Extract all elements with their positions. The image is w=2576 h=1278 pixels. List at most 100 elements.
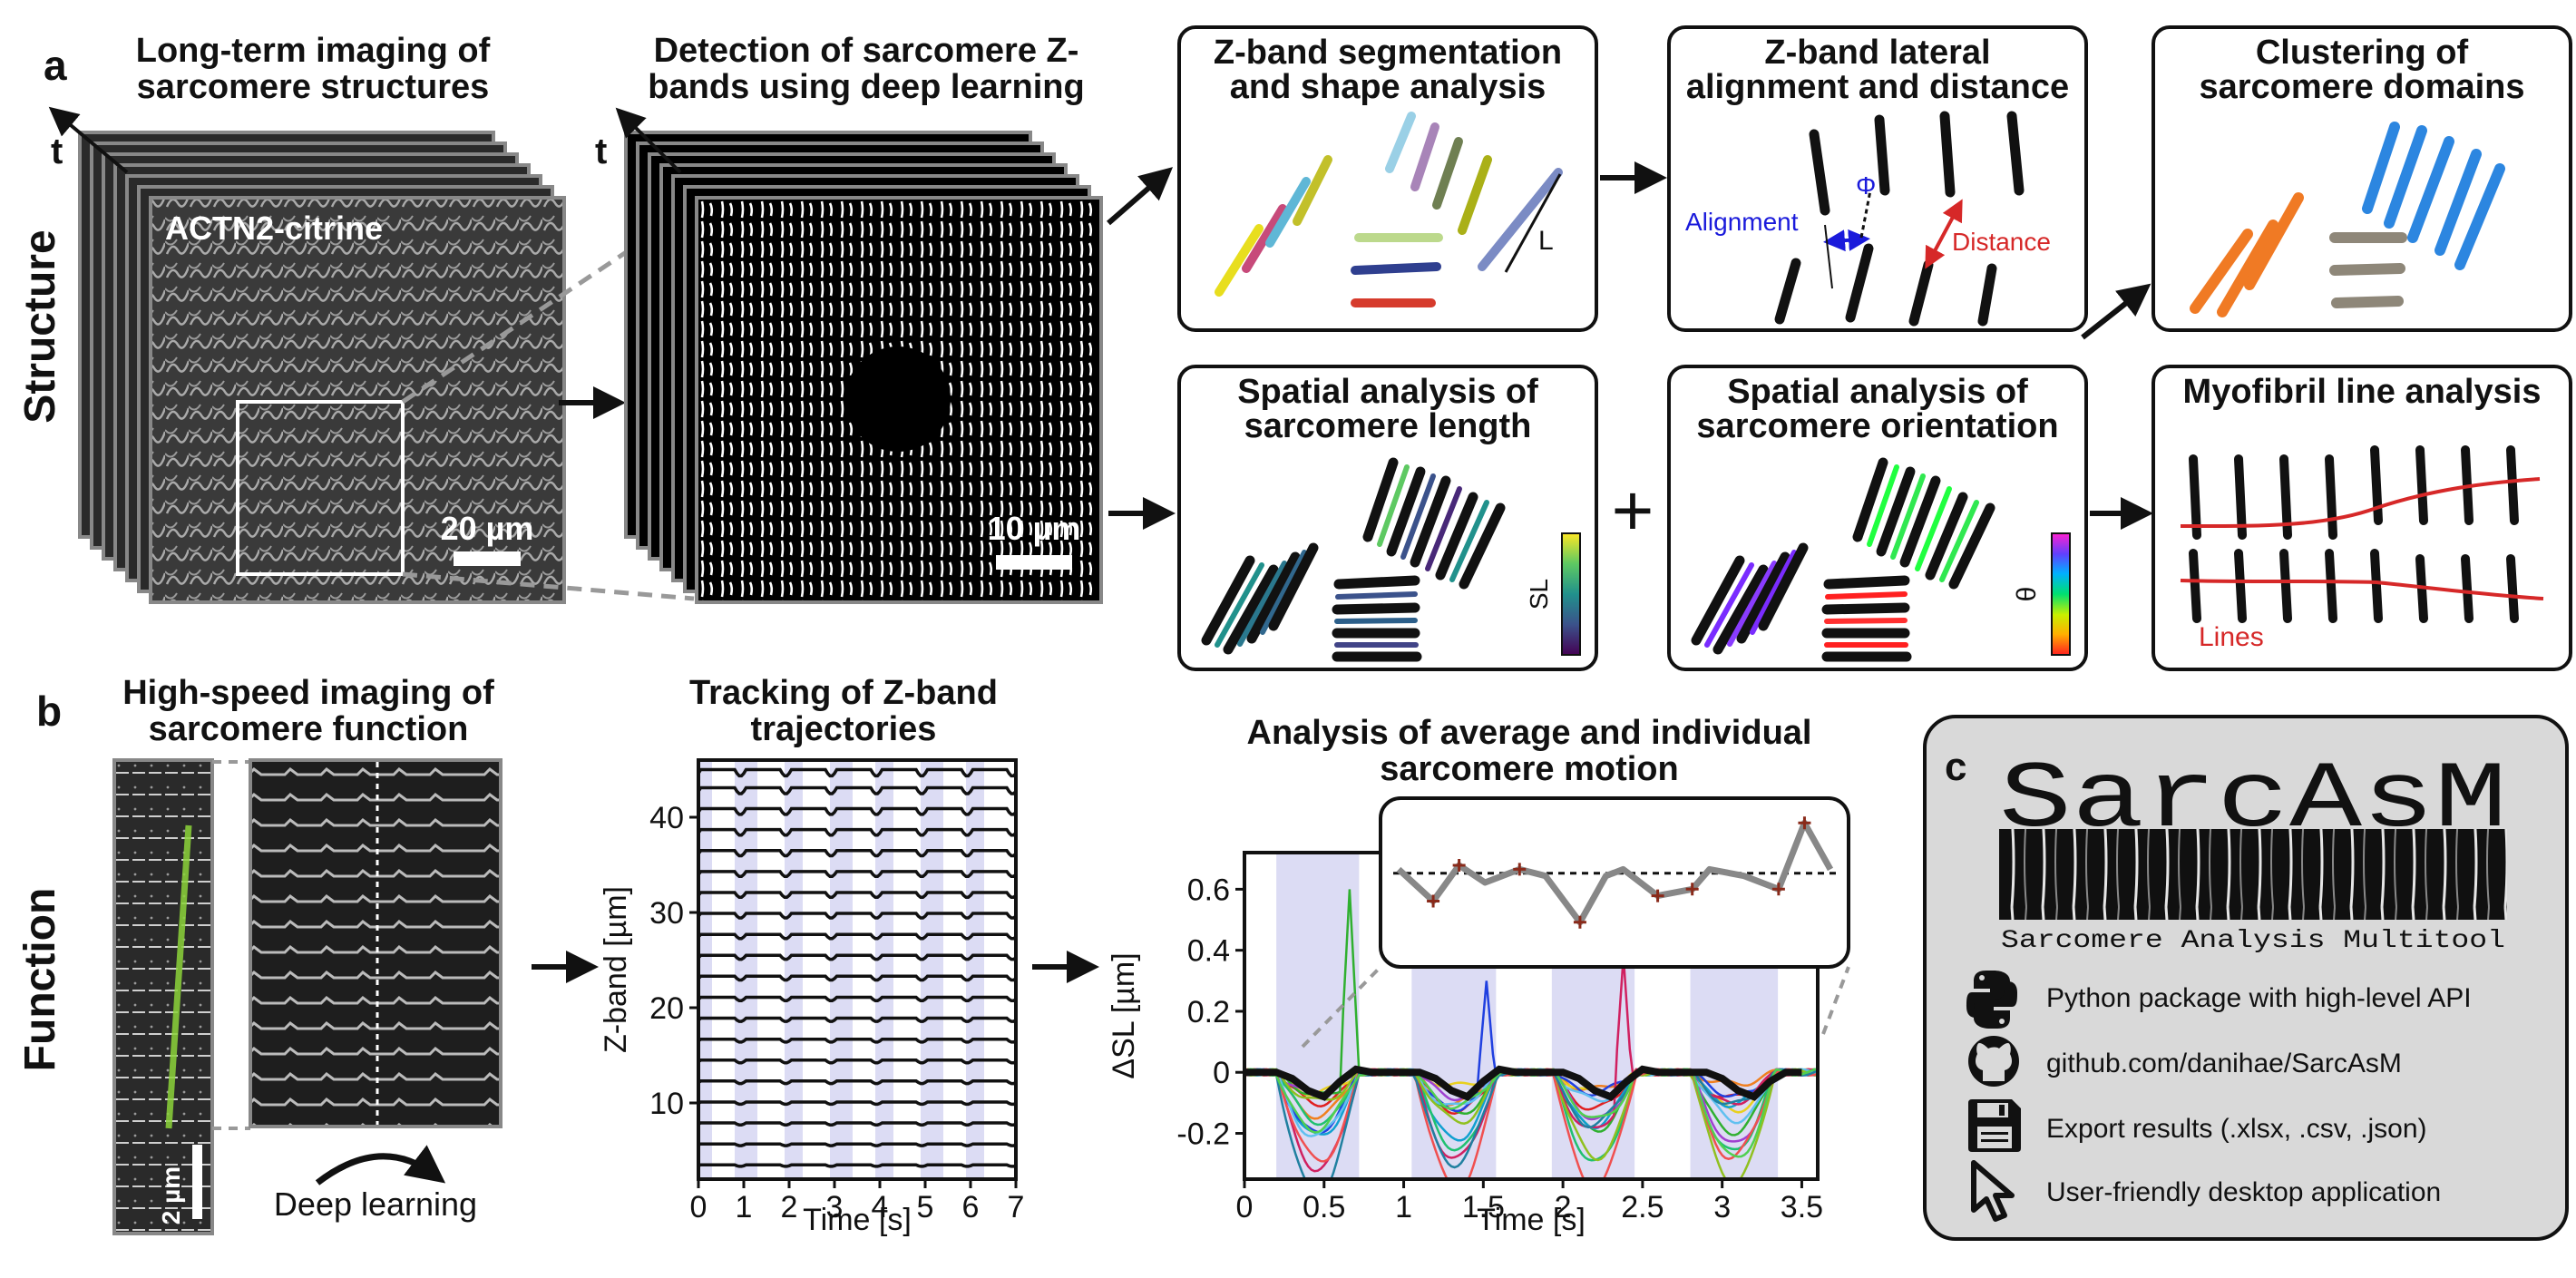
floppy-disk-icon bbox=[1968, 1099, 2021, 1152]
motion-title: Analysis of average and individual sarco… bbox=[1247, 714, 1812, 788]
tracking-series-19 bbox=[698, 767, 1016, 778]
length-zband-0-3 bbox=[1268, 542, 1319, 631]
tracking-xtick-4: 4 bbox=[872, 1190, 889, 1224]
length-sarcomere-1-0 bbox=[1335, 591, 1418, 600]
orient-sarcomere-0-1 bbox=[1727, 561, 1777, 647]
length-zband-1-1 bbox=[1332, 602, 1420, 615]
tracking-series-9 bbox=[698, 974, 1016, 982]
inset-extremum-marker-3 bbox=[1573, 915, 1586, 929]
tracking-series-0 bbox=[698, 1163, 1016, 1168]
length-sarcomere-0-1 bbox=[1237, 561, 1287, 647]
imaging-stack bbox=[78, 131, 566, 604]
panel-c: c SarcAsM Sarcomere Analysis Multitool P… bbox=[1923, 715, 2569, 1241]
row-label-function: Function bbox=[16, 888, 64, 1072]
highspeed-title-line-2: sarcomere function bbox=[149, 710, 469, 748]
length-title-line-1: Spatial analysis of bbox=[1237, 373, 1538, 411]
orientation-box: Spatial analysis of sarcomere orientatio… bbox=[1667, 365, 2088, 671]
motion-ytick-1: 0 bbox=[1213, 1056, 1230, 1090]
motion-xtick-6: 3 bbox=[1713, 1190, 1731, 1224]
cluster-blue-3 bbox=[2435, 149, 2482, 256]
imaging-scale-bar bbox=[454, 551, 521, 566]
alignment-box: Z-band lateral alignment and distance Al… bbox=[1667, 25, 2088, 332]
zoom-line-bottom bbox=[402, 571, 695, 601]
alignment-label: Alignment bbox=[1685, 208, 1799, 236]
motion-xtick-7: 3.5 bbox=[1781, 1190, 1823, 1224]
feature-python: Python package with high-level API bbox=[1966, 971, 2472, 1029]
length-title-line-2: sarcomere length bbox=[1244, 407, 1532, 445]
logo-subtitle: Sarcomere Analysis Multitool bbox=[2001, 927, 2505, 955]
orient-zband-0-0 bbox=[1691, 555, 1745, 646]
motion-ylabel: ΔSL [µm] bbox=[1107, 952, 1141, 1078]
alignment-title-line-1: Z-band lateral bbox=[1764, 34, 1990, 72]
cluster-gray-2 bbox=[2331, 296, 2404, 308]
length-zband-2-4 bbox=[1459, 502, 1506, 590]
tracking-shade-2 bbox=[785, 760, 803, 1179]
myofibril-zband-bottom-7 bbox=[2506, 554, 2519, 623]
myofibril-zband-top-1 bbox=[2234, 454, 2247, 540]
myofibril-zband-top-0 bbox=[2189, 454, 2201, 540]
detection-scale-label: 10 µm bbox=[988, 510, 1081, 547]
myofibril-zband-top-2 bbox=[2279, 454, 2292, 540]
highspeed-title-line-1: High-speed imaging of bbox=[122, 674, 494, 712]
tracking-ytick-2: 30 bbox=[649, 896, 684, 931]
orientation-title-line-2: sarcomere orientation bbox=[1696, 407, 2058, 445]
imaging-title-line-2: sarcomere structures bbox=[137, 68, 490, 106]
myofibril-line-bottom bbox=[2180, 579, 2544, 600]
segment-2 bbox=[1265, 177, 1311, 248]
length-sarcomere-2-0 bbox=[1377, 464, 1410, 547]
tracking-series-4 bbox=[698, 1079, 1016, 1086]
imaging-time-axis: t bbox=[48, 106, 129, 174]
motion-xtick-0: 0 bbox=[1236, 1190, 1254, 1224]
inset-extremum-marker-4 bbox=[1651, 889, 1664, 902]
feature-desktop-text: User-friendly desktop application bbox=[2046, 1177, 2441, 1207]
tracking-series-5 bbox=[698, 1058, 1016, 1065]
motion-ytick-3: 0.4 bbox=[1187, 934, 1230, 969]
inset-zoom-line-left bbox=[1301, 965, 1382, 1049]
tracking-shade-5 bbox=[921, 760, 943, 1179]
tracking-xtick-3: 3 bbox=[826, 1190, 844, 1224]
myofibril-title: Myofibril line analysis bbox=[2183, 373, 2542, 411]
plus-sign: + bbox=[1612, 470, 1654, 551]
panel-letter-b: b bbox=[36, 688, 62, 735]
motion-ytick-0: -0.2 bbox=[1176, 1117, 1230, 1152]
alignment-zband-0 bbox=[1809, 129, 1830, 216]
tracking-shade-0 bbox=[698, 760, 712, 1179]
detection-axis-label: t bbox=[595, 132, 607, 171]
orient-sarcomere-2-2 bbox=[1915, 486, 1952, 571]
myofibril-zband-bottom-3 bbox=[2325, 549, 2337, 623]
feature-python-text: Python package with high-level API bbox=[2046, 983, 2472, 1013]
motion-xtick-4: 2 bbox=[1555, 1190, 1572, 1224]
arrow-orientation-to-clustering bbox=[2081, 283, 2152, 340]
length-sarcomere-1-1 bbox=[1334, 618, 1418, 624]
detection-title-line-2: bands using deep learning bbox=[648, 68, 1084, 106]
alignment-thin-line bbox=[1824, 224, 1833, 289]
github-icon bbox=[1968, 1036, 2019, 1087]
detection-stack bbox=[624, 131, 1103, 604]
row-label-structure: Structure bbox=[16, 229, 64, 423]
orient-sarcomere-2-1 bbox=[1890, 473, 1926, 560]
length-zband-0-1 bbox=[1223, 564, 1279, 655]
imaging-title-line-1: Long-term imaging of bbox=[136, 32, 491, 70]
tracking-series-18 bbox=[698, 785, 1016, 795]
orient-zband-1-1 bbox=[1821, 602, 1910, 615]
segmentation-title-line-1: Z-band segmentation bbox=[1214, 34, 1562, 72]
alignment-zband-4 bbox=[1774, 258, 1801, 325]
length-sarcomere-2-3 bbox=[1449, 500, 1489, 582]
segment-1 bbox=[1242, 204, 1287, 273]
orient-zband-2-4 bbox=[1948, 502, 1995, 590]
tracking-shade-1 bbox=[735, 760, 757, 1179]
segment-10 bbox=[1351, 262, 1441, 275]
distance-arrow bbox=[1925, 199, 1963, 269]
deep-learning-arrow bbox=[315, 1145, 446, 1185]
alignment-arrow bbox=[1823, 229, 1870, 252]
orient-sarcomere-0-2 bbox=[1750, 550, 1797, 635]
tracking-series-13 bbox=[698, 891, 1016, 899]
orient-sarcomere-0-0 bbox=[1704, 562, 1754, 648]
orient-zband-1-0 bbox=[1823, 575, 1910, 590]
myofibril-box: Myofibril line analysis Lines bbox=[2152, 365, 2572, 671]
kymograph bbox=[249, 758, 503, 1128]
tracking-series-8 bbox=[698, 995, 1016, 1003]
length-bracket bbox=[1504, 173, 1562, 273]
inset-extremum-marker-6 bbox=[1771, 883, 1785, 896]
lines-label: Lines bbox=[2199, 622, 2264, 652]
